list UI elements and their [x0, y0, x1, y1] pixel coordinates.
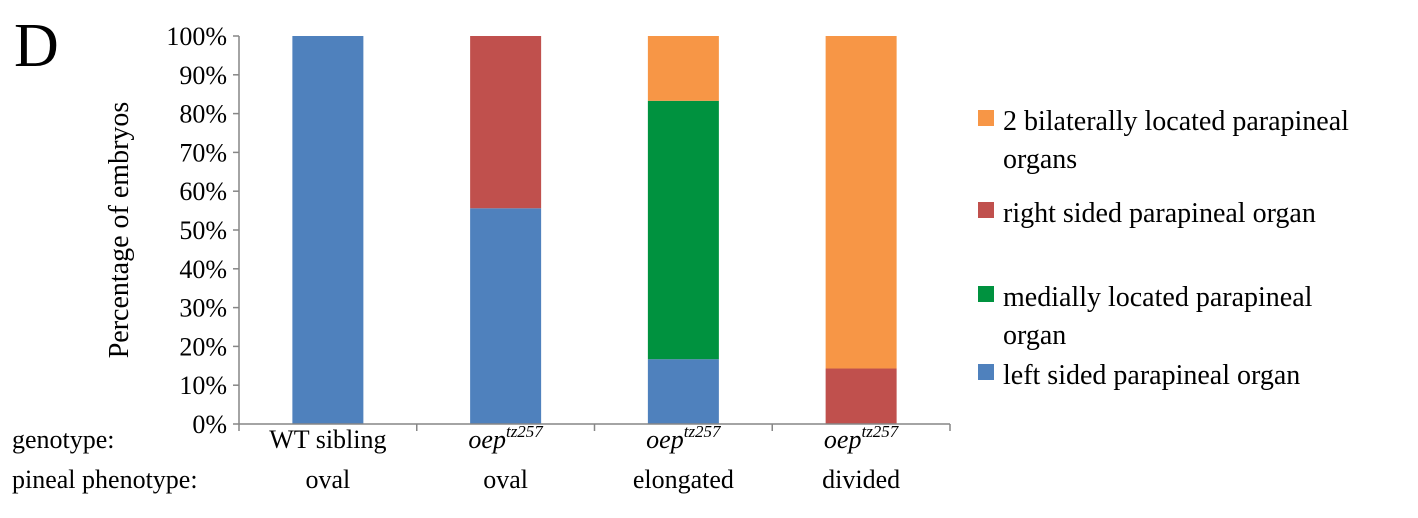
legend-swatch-bilateral	[978, 110, 994, 126]
y-tick-label: 70%	[179, 138, 227, 167]
legend-swatch-medial	[978, 286, 994, 302]
bar-segment-left	[470, 208, 542, 424]
y-axis-label: Percentage of embryos	[104, 102, 135, 359]
legend-label-medial: medially located parapineal	[1003, 282, 1313, 313]
legend-label-medial: organ	[1003, 320, 1066, 351]
category-genotype-label: oeptz257	[824, 422, 900, 454]
genotype-row-label: genotype:	[12, 425, 115, 454]
category-phenotype-label: oval	[483, 465, 528, 494]
y-tick-label: 30%	[179, 294, 227, 323]
y-tick-label: 0%	[192, 410, 227, 439]
bars	[292, 36, 897, 424]
y-tick-label: 10%	[179, 371, 227, 400]
legend-label-bilateral: 2 bilaterally located parapineal	[1003, 106, 1349, 137]
legend-label-right: right sided parapineal organ	[1003, 198, 1316, 229]
y-tick-label: 80%	[179, 100, 227, 129]
legend-swatch-right	[978, 202, 994, 218]
bar-segment-medial	[647, 100, 719, 360]
category-phenotype-label: elongated	[633, 465, 734, 494]
phenotype-row-label: pineal phenotype:	[12, 465, 198, 494]
y-tick-label: 20%	[179, 332, 227, 361]
y-tick-label: 90%	[179, 61, 227, 90]
x-axis: WT sibling oval oeptz257 oval oeptz257 elonga…	[238, 422, 951, 494]
bar-segment-bilateral	[825, 36, 897, 369]
category-genotype-label: oeptz257	[468, 422, 544, 454]
category-genotype-label: oeptz257	[646, 422, 722, 454]
legend-swatch-left	[978, 364, 994, 380]
panel-label: D	[14, 12, 59, 80]
bar-segment-left	[647, 359, 719, 424]
category-phenotype-label: divided	[822, 465, 900, 494]
category-phenotype-label: oval	[305, 465, 350, 494]
legend-label-bilateral: organs	[1003, 144, 1077, 175]
y-tick-label: 100%	[166, 22, 227, 51]
y-tick-label: 40%	[179, 255, 227, 284]
legend: 2 bilaterally located parapineal organs ri…	[978, 106, 1349, 391]
legend-label-left: left sided parapineal organ	[1003, 360, 1300, 391]
category-genotype-label: WT sibling	[269, 425, 386, 454]
y-tick-label: 60%	[179, 177, 227, 206]
y-tick-label: 50%	[179, 216, 227, 245]
bar-segment-bilateral	[647, 36, 719, 101]
bar-segment-right	[825, 368, 897, 424]
y-axis: 0% 10% 20% 30% 40% 50% 60% 70% 80% 90% 100%	[166, 22, 240, 439]
bar-segment-left	[292, 36, 364, 424]
bar-segment-right	[470, 36, 542, 209]
